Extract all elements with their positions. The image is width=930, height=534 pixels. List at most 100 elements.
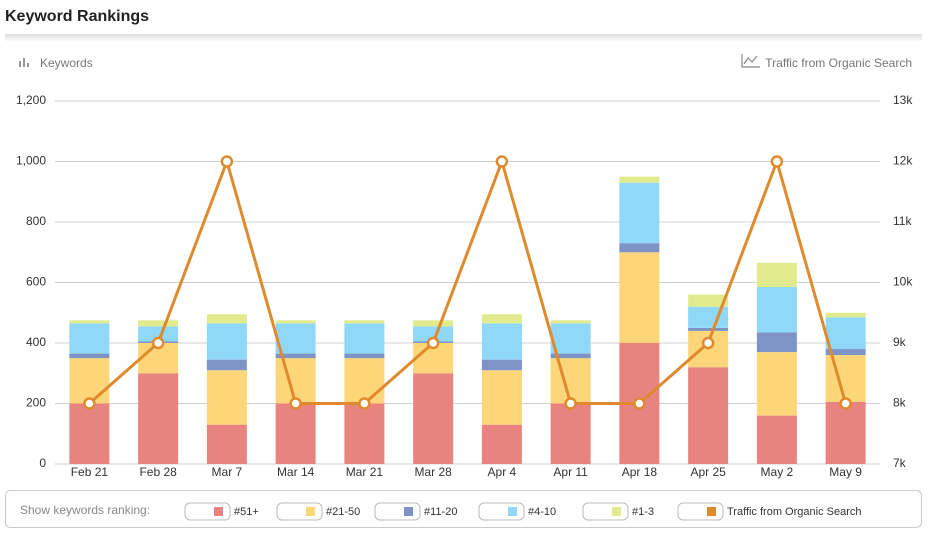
bar-segment [69, 323, 110, 354]
traffic-point [495, 155, 509, 168]
legend-toggle[interactable] [582, 502, 629, 521]
bar-segment [619, 182, 660, 244]
legend-swatch[interactable] [306, 507, 315, 516]
x-tick-label: Apr 18 [622, 465, 658, 479]
bar-segment [756, 332, 797, 353]
legend-toggle[interactable] [374, 502, 421, 521]
bar-segment [413, 326, 454, 342]
bar-segment [275, 403, 316, 464]
x-tick-label: May 9 [829, 465, 862, 479]
x-tick-label: Feb 21 [71, 465, 109, 479]
bar-segment [619, 176, 660, 183]
legend-label[interactable]: Traffic from Organic Search [727, 506, 862, 518]
y-tick-label: 1,000 [16, 154, 46, 168]
bar-segment [138, 326, 179, 342]
y-tick-label: 400 [26, 335, 46, 349]
bar-segment [275, 358, 316, 404]
bar-segment [413, 373, 454, 464]
legend-swatch[interactable] [707, 507, 716, 516]
traffic-point [220, 155, 234, 168]
bar-segment [69, 403, 110, 464]
legend-swatch[interactable] [508, 507, 517, 516]
legend-swatch[interactable] [214, 507, 223, 516]
x-tick-label: Mar 28 [414, 465, 452, 479]
bar-segment [756, 415, 797, 464]
bar-segment [825, 401, 866, 464]
legend-label[interactable]: #51+ [234, 506, 259, 518]
y-tick-label: 0 [39, 456, 46, 470]
bar-segment [275, 323, 316, 354]
bar-segment [344, 320, 385, 324]
x-tick-label: Apr 25 [690, 465, 726, 479]
legend-label[interactable]: #4-10 [528, 506, 556, 518]
y2-tick-label: 8k [893, 396, 907, 410]
bar-segment [688, 306, 729, 328]
y-tick-label: 200 [26, 396, 46, 410]
traffic-point [564, 397, 577, 410]
bar-segment [619, 243, 660, 253]
bar-segment [550, 323, 591, 354]
bar-segment [481, 370, 522, 425]
legend-toggle[interactable] [276, 502, 323, 521]
y2-tick-label: 13k [893, 93, 913, 107]
bar-segment [619, 252, 660, 343]
x-tick-label: Apr 11 [553, 465, 588, 479]
bar-segment [138, 320, 179, 327]
traffic-point [358, 397, 371, 410]
traffic-point [701, 336, 715, 350]
bar-segment [206, 359, 247, 371]
bar-segment [550, 403, 591, 464]
y-tick-label: 800 [26, 214, 46, 228]
traffic-point [151, 336, 165, 350]
y-axis-icon [19, 58, 29, 67]
legend-title: Show keywords ranking: [20, 503, 150, 517]
bar-segment [825, 349, 866, 356]
traffic-point [83, 397, 96, 410]
legend-toggle[interactable] [478, 502, 525, 521]
x-tick-label: Mar 21 [346, 465, 384, 479]
legend-toggle[interactable] [184, 502, 231, 521]
bar-segment [688, 327, 729, 331]
x-tick-label: Apr 4 [488, 465, 517, 479]
bar-segment [825, 317, 866, 350]
legend-label[interactable]: #1-3 [632, 506, 654, 518]
bar-segment [344, 353, 385, 359]
bar-segment [481, 359, 522, 371]
bar-segment [481, 323, 522, 360]
bar-segment [344, 358, 385, 404]
y2-tick-label: 12k [893, 154, 913, 168]
bar-segment [756, 352, 797, 416]
bar-segment [344, 323, 385, 354]
bar-segment [550, 320, 591, 324]
legend-toggle[interactable] [677, 502, 724, 521]
bar-segment [206, 314, 247, 324]
traffic-point [426, 336, 440, 350]
traffic-point [633, 397, 646, 410]
legend-swatch[interactable] [404, 507, 413, 516]
bar-segment [138, 373, 179, 464]
traffic-point [770, 155, 784, 168]
bar-segment [688, 294, 729, 307]
legend-label[interactable]: #11-20 [424, 506, 457, 518]
bar-segment [550, 353, 591, 359]
bar-segment [275, 353, 316, 359]
x-tick-label: Mar 7 [212, 465, 243, 479]
bar-segment [550, 358, 591, 404]
x-tick-label: Mar 14 [277, 465, 315, 479]
bar-segment [825, 312, 866, 318]
bar-segment [756, 262, 797, 288]
bar-segment [69, 320, 110, 324]
legend-swatch[interactable] [612, 507, 621, 516]
legend-label[interactable]: #21-50 [326, 506, 360, 518]
traffic-point [839, 397, 852, 410]
y-tick-label: 600 [26, 275, 46, 289]
y2-tick-label: 7k [893, 456, 907, 470]
bar-segment [688, 367, 729, 464]
bar-segment [206, 424, 247, 464]
y2-axis-label: Traffic from Organic Search [765, 56, 912, 70]
traffic-point [289, 397, 302, 410]
bar-segment [481, 314, 522, 324]
bar-segment [275, 320, 316, 324]
